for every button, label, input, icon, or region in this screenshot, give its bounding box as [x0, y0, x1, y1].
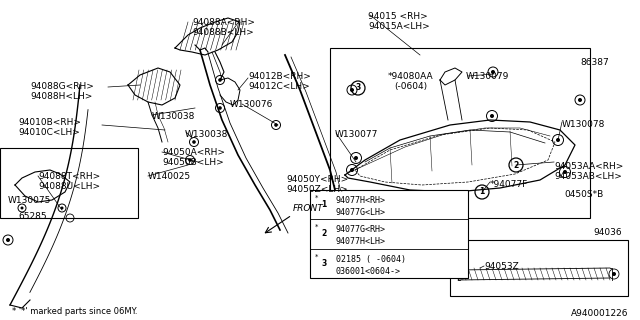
Text: *94077F: *94077F	[490, 180, 528, 189]
Text: W130038: W130038	[152, 112, 195, 121]
Text: W140025: W140025	[148, 172, 191, 181]
Text: 94077H<RH>: 94077H<RH>	[336, 196, 386, 205]
Circle shape	[61, 206, 63, 210]
Circle shape	[20, 206, 24, 210]
Text: 3: 3	[321, 259, 326, 268]
Circle shape	[274, 123, 278, 127]
Text: 94077G<RH>: 94077G<RH>	[336, 226, 386, 235]
Circle shape	[612, 272, 616, 276]
Circle shape	[218, 78, 222, 82]
Text: 02185 ( -0604): 02185 ( -0604)	[336, 255, 406, 264]
Text: W130076: W130076	[230, 100, 273, 109]
Circle shape	[350, 88, 354, 92]
Text: 65285: 65285	[18, 212, 47, 221]
Circle shape	[563, 170, 567, 174]
Text: 94050A<RH>: 94050A<RH>	[162, 148, 225, 157]
Text: * '*' marked parts since 06MY.: * '*' marked parts since 06MY.	[12, 308, 138, 316]
Text: 94088G<RH>: 94088G<RH>	[30, 82, 94, 91]
Circle shape	[188, 158, 192, 162]
Text: W130078: W130078	[562, 120, 605, 129]
Text: (-0604): (-0604)	[394, 82, 427, 91]
Circle shape	[354, 156, 358, 160]
Text: 2: 2	[513, 161, 518, 170]
Text: 0450S*B: 0450S*B	[564, 190, 604, 199]
Circle shape	[556, 138, 560, 142]
Text: W130079: W130079	[466, 72, 509, 81]
Text: 94012B<RH>: 94012B<RH>	[248, 72, 311, 81]
Circle shape	[350, 168, 354, 172]
Text: W130038: W130038	[185, 130, 228, 139]
Text: 94053AA<RH>: 94053AA<RH>	[554, 162, 623, 171]
Text: 94012C<LH>: 94012C<LH>	[248, 82, 310, 91]
Bar	[330, 48, 590, 218]
Text: 94088U<LH>: 94088U<LH>	[38, 182, 100, 191]
Bar	[0, 148, 138, 218]
Text: *: *	[316, 195, 319, 201]
Text: 94050B<LH>: 94050B<LH>	[162, 158, 224, 167]
Circle shape	[578, 98, 582, 102]
Text: FRONT: FRONT	[293, 204, 324, 213]
Circle shape	[491, 70, 495, 74]
Text: 86387: 86387	[580, 58, 609, 67]
Text: 94050Y<RH>: 94050Y<RH>	[286, 175, 348, 184]
Text: 94077G<LH>: 94077G<LH>	[336, 208, 386, 217]
Text: W130077: W130077	[335, 130, 378, 139]
Circle shape	[490, 114, 494, 118]
Circle shape	[192, 140, 196, 144]
Text: 94088H<LH>: 94088H<LH>	[30, 92, 92, 101]
Text: 94015A<LH>: 94015A<LH>	[368, 22, 429, 31]
Text: 94088T<RH>: 94088T<RH>	[38, 172, 100, 181]
Text: 1: 1	[479, 188, 484, 196]
Text: 3: 3	[355, 84, 360, 92]
Text: 94010B<RH>: 94010B<RH>	[18, 118, 81, 127]
Text: 1: 1	[321, 200, 326, 209]
Text: 94077H<LH>: 94077H<LH>	[336, 237, 386, 246]
Text: 94036: 94036	[593, 228, 621, 237]
Circle shape	[460, 272, 464, 276]
Circle shape	[218, 106, 222, 110]
Text: *: *	[316, 224, 319, 230]
Text: W130075: W130075	[8, 196, 51, 205]
Text: 2: 2	[321, 229, 326, 238]
Text: 94088A<RH>: 94088A<RH>	[192, 18, 255, 27]
Text: A940001226: A940001226	[570, 309, 628, 318]
Bar	[450, 240, 628, 296]
Text: 94010C<LH>: 94010C<LH>	[18, 128, 80, 137]
Text: 94015 <RH>: 94015 <RH>	[368, 12, 428, 21]
Text: 94088B<LH>: 94088B<LH>	[192, 28, 253, 37]
Bar	[310, 190, 468, 278]
Text: 94053Z: 94053Z	[484, 262, 519, 271]
Text: *94080AA: *94080AA	[388, 72, 434, 81]
Text: 94050Z<LH>: 94050Z<LH>	[286, 185, 348, 194]
Circle shape	[6, 238, 10, 242]
Text: 94053AB<LH>: 94053AB<LH>	[554, 172, 622, 181]
Text: *: *	[316, 253, 319, 259]
Text: 036001<0604->: 036001<0604->	[336, 267, 401, 276]
